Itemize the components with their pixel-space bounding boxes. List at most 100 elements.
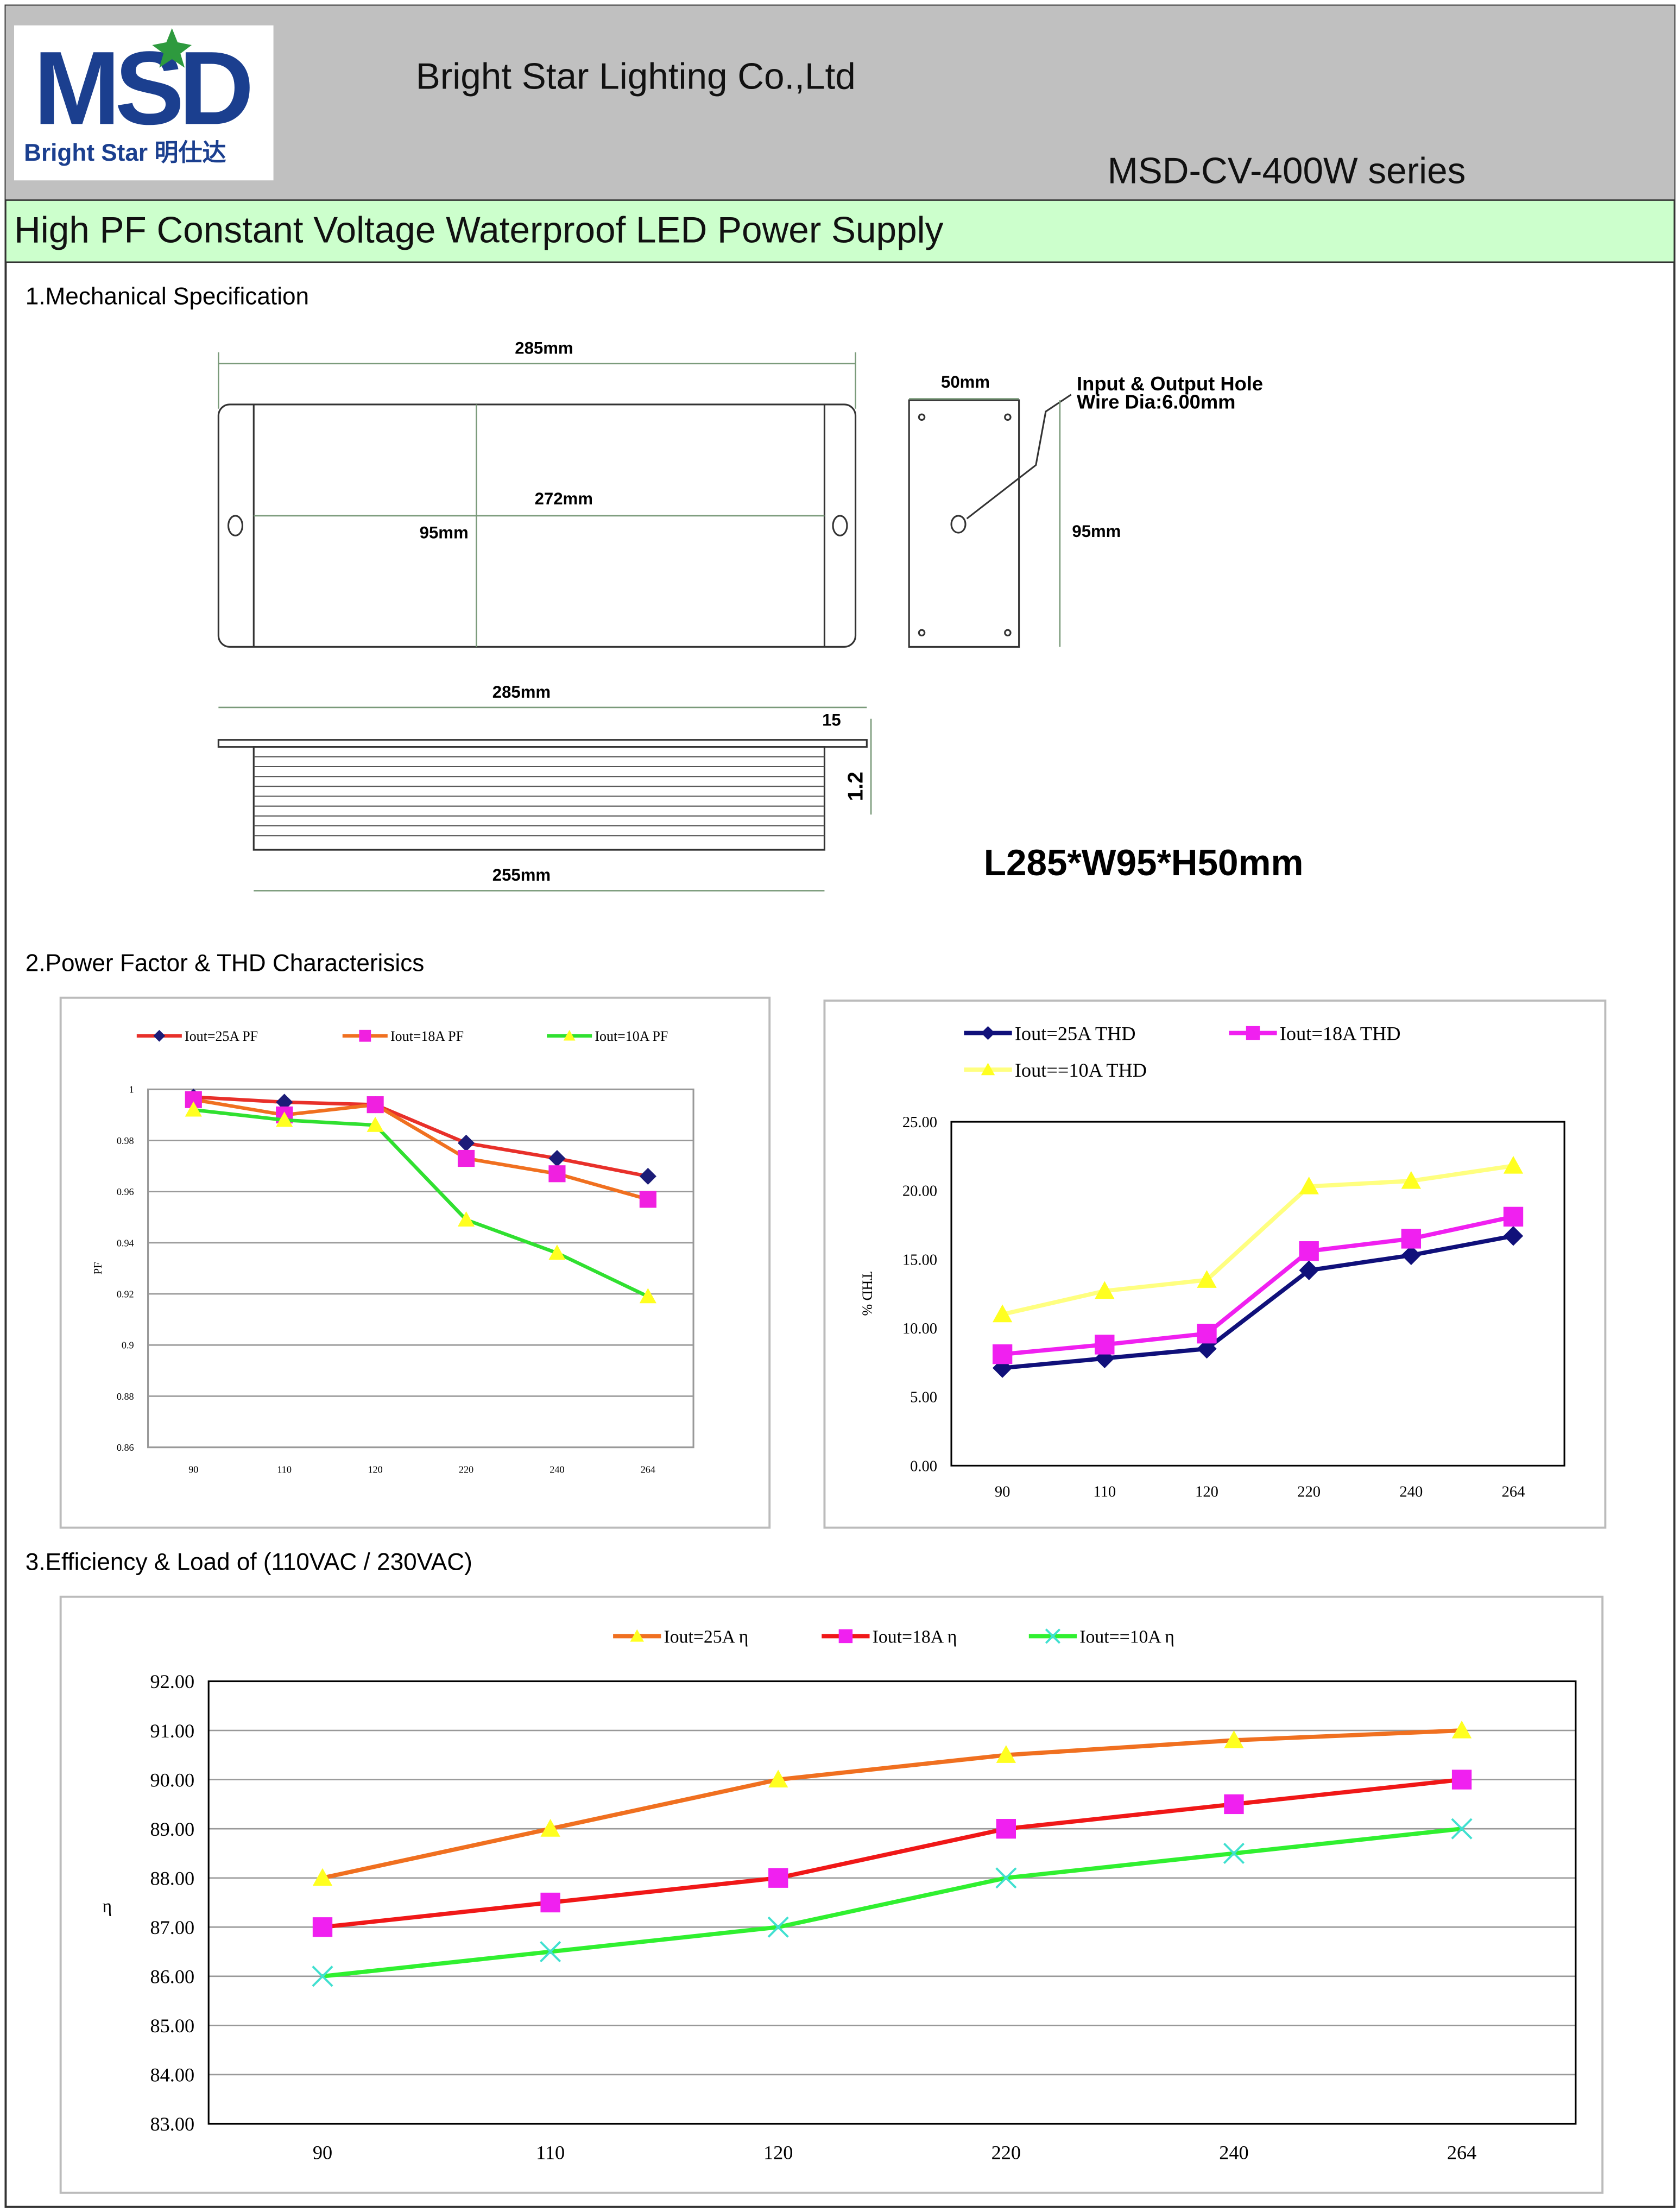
chart-frame: [59, 1595, 1604, 2194]
data-point: [1401, 1245, 1422, 1265]
chart: 83.00 84.00 85.00 86.00 87.00 88.00 89.00 90.00…: [59, 1595, 1604, 2194]
legend-label: Iout=25A THD: [1015, 1022, 1136, 1044]
series-line: [193, 1108, 649, 1298]
mount-hole: [832, 515, 848, 536]
y-tick-label: 86.00: [150, 1966, 194, 1988]
data-point: [540, 1819, 560, 1837]
y-tick-label: 89.00: [150, 1818, 194, 1840]
legend-marker: [1045, 1628, 1061, 1644]
data-point: [1095, 1281, 1115, 1299]
x-tick-label: 110: [277, 1464, 292, 1475]
dimension-label: 255mm: [492, 865, 551, 884]
data-point: [1451, 1720, 1472, 1739]
title-band: [5, 199, 1675, 263]
wire-hole: [950, 515, 967, 534]
data-point: [367, 1116, 384, 1132]
x-tick-label: 120: [1195, 1483, 1218, 1500]
mount-hole: [227, 515, 244, 536]
data-point: [996, 1745, 1016, 1763]
legend-marker: [359, 1029, 371, 1042]
plot-area: [147, 1088, 694, 1449]
y-tick-label: 20.00: [902, 1183, 937, 1200]
plot-area: [207, 1680, 1577, 2125]
series-line: [1002, 1234, 1514, 1370]
y-tick-label: 15.00: [902, 1252, 937, 1268]
y-tick-label: 10.00: [902, 1320, 937, 1337]
data-point: [540, 1941, 561, 1963]
y-tick-label: 91.00: [150, 1720, 194, 1742]
series-line: [322, 1728, 1462, 1880]
legend-marker: [981, 1063, 995, 1076]
data-point: [639, 1191, 656, 1208]
dimension-label: 285mm: [492, 682, 551, 701]
dimension-label: 1.2: [844, 772, 868, 801]
dimension-label: 272mm: [535, 489, 593, 508]
y-tick-label: 0.98: [117, 1135, 134, 1146]
x-tick-label: 120: [368, 1464, 382, 1475]
legend-marker: [630, 1629, 644, 1642]
data-point: [1197, 1338, 1217, 1359]
y-axis-label: THD %: [860, 1272, 875, 1316]
y-tick-label: 87.00: [150, 1917, 194, 1938]
logo-text: MSD: [34, 29, 250, 146]
leader-line: [966, 394, 1072, 520]
data-point: [1503, 1226, 1524, 1246]
screw: [918, 413, 926, 421]
data-point: [457, 1211, 475, 1227]
legend-marker: [838, 1629, 853, 1644]
dimension-label: 95mm: [1072, 522, 1121, 541]
y-tick-label: 85.00: [150, 2015, 194, 2037]
data-point: [457, 1149, 475, 1167]
hole-note: Input & Output Hole: [1077, 372, 1263, 395]
y-axis-label: η: [102, 1897, 112, 1917]
heatsink-body: [252, 746, 826, 851]
y-tick-label: 88.00: [150, 1867, 194, 1889]
y-tick-label: 0.92: [117, 1288, 134, 1299]
dimension-label: 285mm: [515, 338, 573, 357]
series-line: [322, 1777, 1462, 1930]
data-point: [1224, 1794, 1244, 1815]
data-point: [1503, 1206, 1524, 1227]
series-line: [322, 1827, 1462, 1979]
legend-label: Iout==10A η: [1079, 1627, 1174, 1647]
y-tick-label: 0.00: [910, 1458, 937, 1475]
data-point: [992, 1304, 1013, 1323]
chart: 0.00 5.00 10.00 15.00 20.00 25.00 90 110 120 220 2…: [823, 999, 1607, 1529]
data-point: [367, 1096, 384, 1114]
document-title: High PF Constant Voltage Waterproof LED …: [14, 210, 944, 250]
data-point: [768, 1868, 788, 1888]
data-point: [312, 1868, 333, 1886]
data-point: [1299, 1241, 1319, 1261]
data-point: [1299, 1176, 1319, 1195]
y-tick-label: 25.00: [902, 1114, 937, 1131]
data-point: [548, 1165, 566, 1183]
dimension-label: 15: [822, 711, 841, 730]
data-point: [312, 1917, 333, 1937]
data-point: [1223, 1842, 1245, 1864]
company-name: Bright Star Lighting Co.,Ltd: [416, 56, 856, 97]
series-line: [1002, 1215, 1514, 1357]
x-tick-label: 220: [459, 1464, 473, 1475]
header-band: [5, 5, 1675, 200]
x-tick-label: 120: [763, 2141, 793, 2163]
data-point: [276, 1111, 293, 1127]
chart-frame: [59, 996, 771, 1529]
data-point: [1503, 1155, 1524, 1174]
x-tick-label: 110: [1093, 1483, 1116, 1500]
logo-subtitle: Bright Star 明仕达: [24, 140, 226, 166]
chart-frame: [823, 999, 1607, 1529]
y-tick-label: 83.00: [150, 2113, 194, 2135]
data-point: [1451, 1818, 1473, 1840]
legend-label: Iout=10A PF: [595, 1028, 668, 1044]
data-point: [548, 1244, 566, 1260]
data-point: [1197, 1324, 1217, 1344]
mechanical-drawing: 285mm 272mm 95mm 50mm Input & Output Hol…: [217, 338, 1304, 892]
series-name: MSD-CV-400W series: [1108, 150, 1466, 191]
data-point: [1451, 1769, 1472, 1790]
data-point: [1224, 1730, 1244, 1748]
data-point: [1401, 1171, 1422, 1189]
hole-note: Wire Dia:6.00mm: [1077, 391, 1235, 413]
data-point: [768, 1769, 788, 1788]
x-tick-label: 240: [1399, 1483, 1423, 1500]
